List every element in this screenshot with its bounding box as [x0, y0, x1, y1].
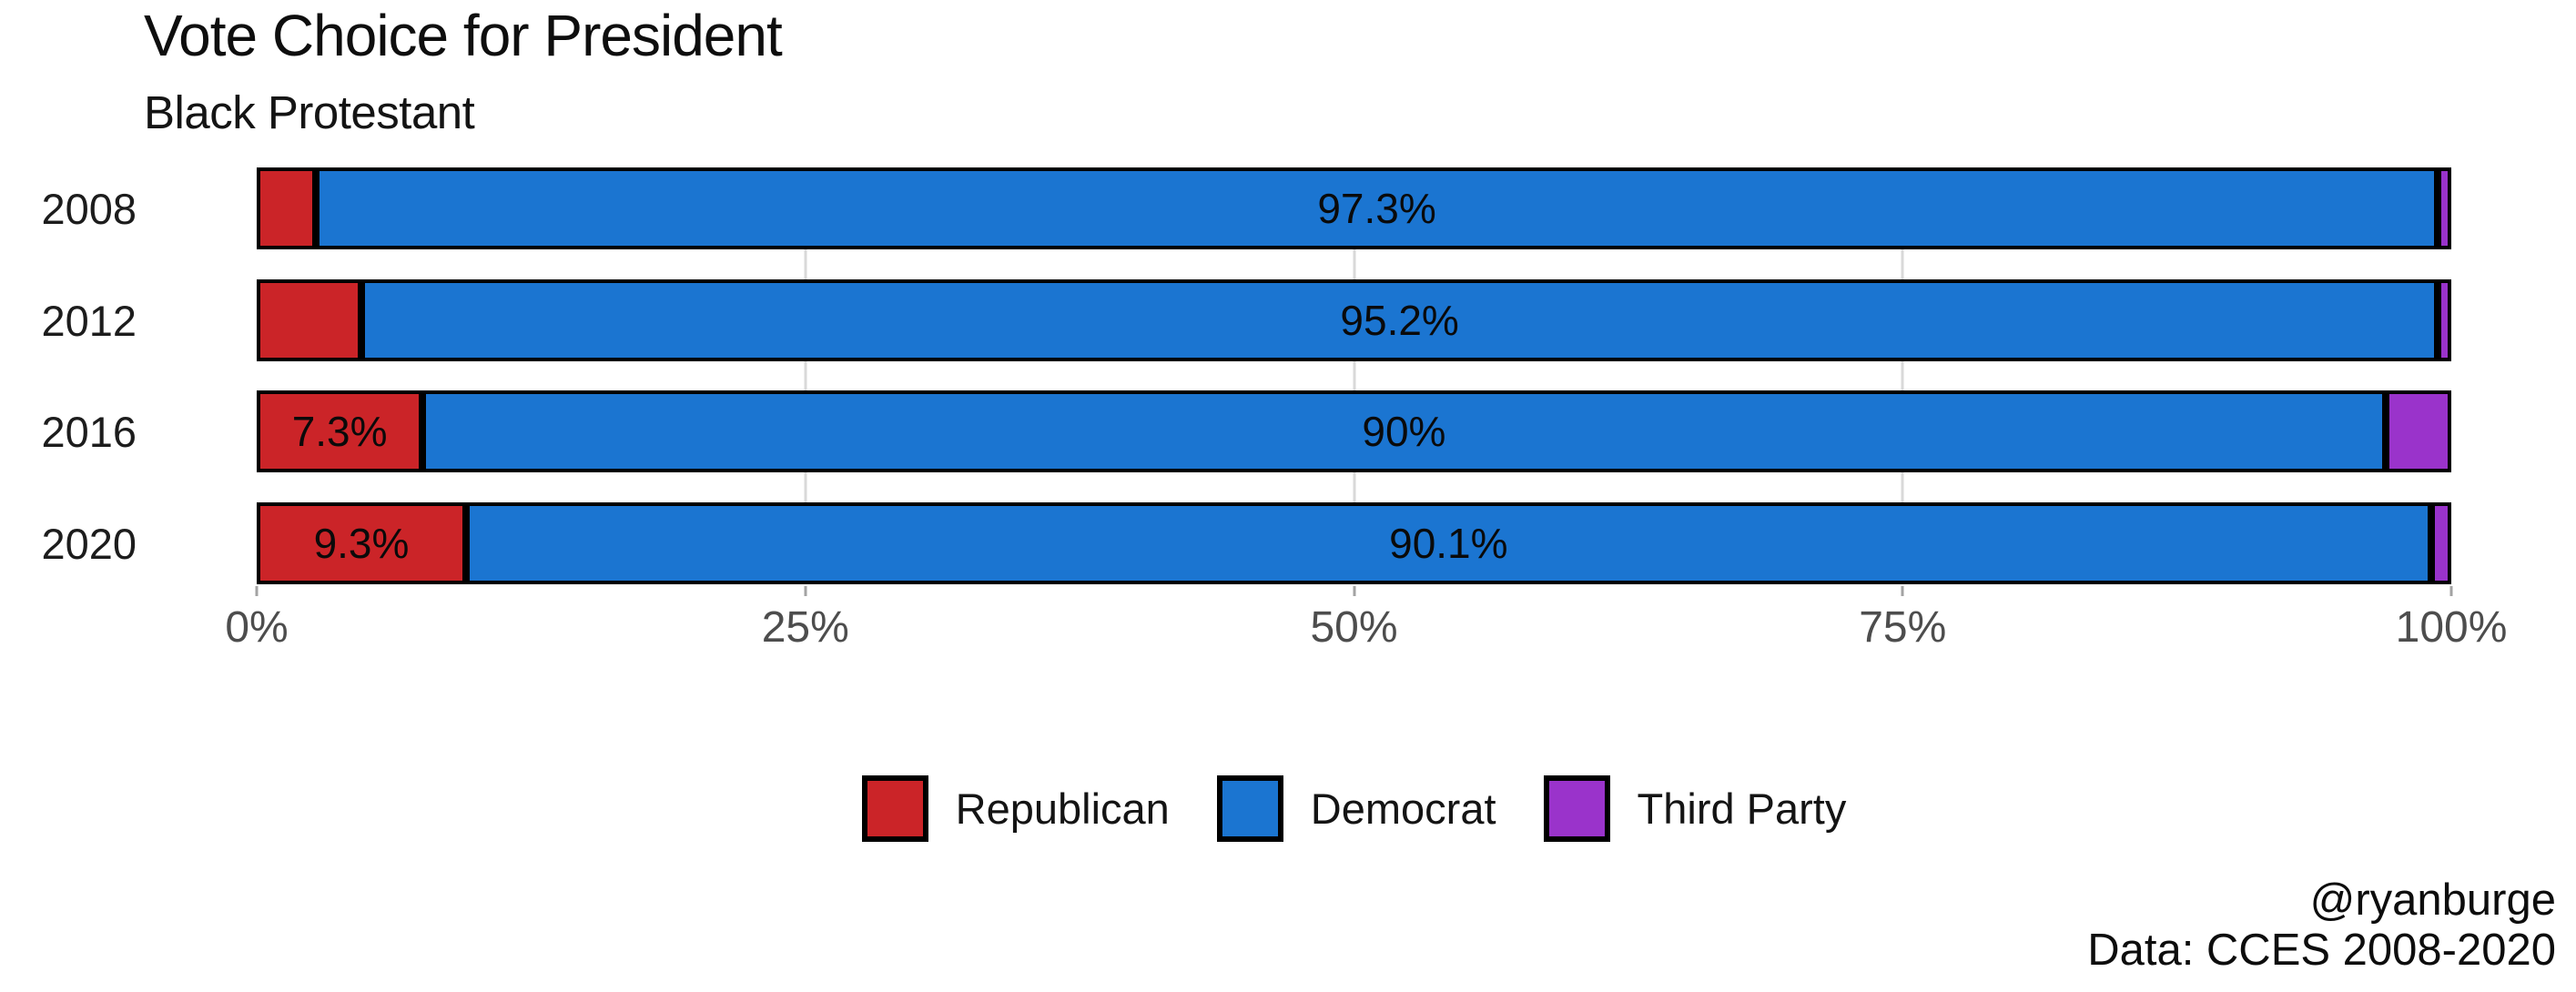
- bar-segment-third-party: [2437, 167, 2451, 249]
- y-axis-label: 2008: [41, 184, 137, 233]
- x-axis-tick: [255, 586, 259, 596]
- x-axis-tick: [804, 586, 807, 596]
- y-axis-label: 2020: [41, 519, 137, 568]
- x-axis-tick: [2449, 586, 2453, 596]
- legend-label: Third Party: [1637, 784, 1847, 833]
- y-axis-label: 2016: [41, 407, 137, 456]
- bar-segment-third-party: [2437, 279, 2451, 361]
- bar-row-2016: 2016 7.3% 90%: [41, 390, 2451, 472]
- plot-area: 2008 97.3% 2012 95.2% 2016 7.3% 90% 2020 9.3% 90.…: [41, 167, 2507, 652]
- legend: Republican Democrat Third Party: [257, 775, 2451, 842]
- bar-value-label: 9.3%: [313, 520, 410, 567]
- third-party-swatch-icon: [1543, 775, 1610, 842]
- bar-value-label: 90.1%: [1389, 520, 1508, 567]
- legend-item-third-party: Third Party: [1543, 775, 1847, 842]
- caption: @ryanburge Data: CCES 2008-2020: [2087, 876, 2556, 976]
- bar-segment-democrat: 90.1%: [465, 502, 2431, 584]
- bar-track: 97.3%: [257, 167, 2451, 249]
- chart-title: Vote Choice for President: [144, 3, 783, 68]
- gridline: [804, 167, 807, 584]
- chart-subtitle: Black Protestant: [144, 86, 475, 138]
- bar-segment-third-party: [2430, 502, 2451, 584]
- x-axis-tick-label: 25%: [761, 603, 849, 652]
- bar-value-label: 90%: [1362, 408, 1446, 455]
- legend-label: Democrat: [1310, 784, 1496, 833]
- bar-value-label: 7.3%: [291, 408, 388, 455]
- bar-segment-democrat: 95.2%: [361, 279, 2438, 361]
- democrat-swatch-icon: [1216, 775, 1283, 842]
- legend-item-democrat: Democrat: [1216, 775, 1496, 842]
- republican-swatch-icon: [861, 775, 928, 842]
- bar-segment-republican: 7.3%: [257, 390, 423, 472]
- bar-segment-democrat: 90%: [422, 390, 2386, 472]
- bar-track: 95.2%: [257, 279, 2451, 361]
- bar-value-label: 95.2%: [1340, 297, 1459, 344]
- bar-segment-democrat: 97.3%: [316, 167, 2438, 249]
- x-axis-tick-label: 0%: [225, 603, 289, 652]
- legend-label: Republican: [955, 784, 1170, 833]
- gridline: [1353, 167, 1355, 584]
- bar-value-label: 97.3%: [1317, 185, 1436, 232]
- bar-track: 7.3% 90%: [257, 390, 2451, 472]
- x-axis-tick-label: 50%: [1310, 603, 1398, 652]
- x-axis-tick-label: 75%: [1859, 603, 1947, 652]
- caption-source: Data: CCES 2008-2020: [2087, 925, 2556, 975]
- legend-item-republican: Republican: [861, 775, 1170, 842]
- caption-handle: @ryanburge: [2309, 876, 2556, 925]
- x-axis-tick: [1353, 586, 1355, 596]
- bar-row-2008: 2008 97.3%: [41, 167, 2451, 249]
- y-axis-label: 2012: [41, 296, 137, 345]
- bar-segment-republican: [257, 279, 362, 361]
- bar-segment-republican: [257, 167, 317, 249]
- gridline: [1901, 167, 1904, 584]
- bar-segment-republican: 9.3%: [257, 502, 466, 584]
- x-axis-tick-label: 100%: [2395, 603, 2508, 652]
- bar-segment-third-party: [2385, 390, 2451, 472]
- x-axis-tick: [1901, 586, 1904, 596]
- bar-row-2020: 2020 9.3% 90.1%: [41, 502, 2451, 584]
- bar-row-2012: 2012 95.2%: [41, 279, 2451, 361]
- bar-track: 9.3% 90.1%: [257, 502, 2451, 584]
